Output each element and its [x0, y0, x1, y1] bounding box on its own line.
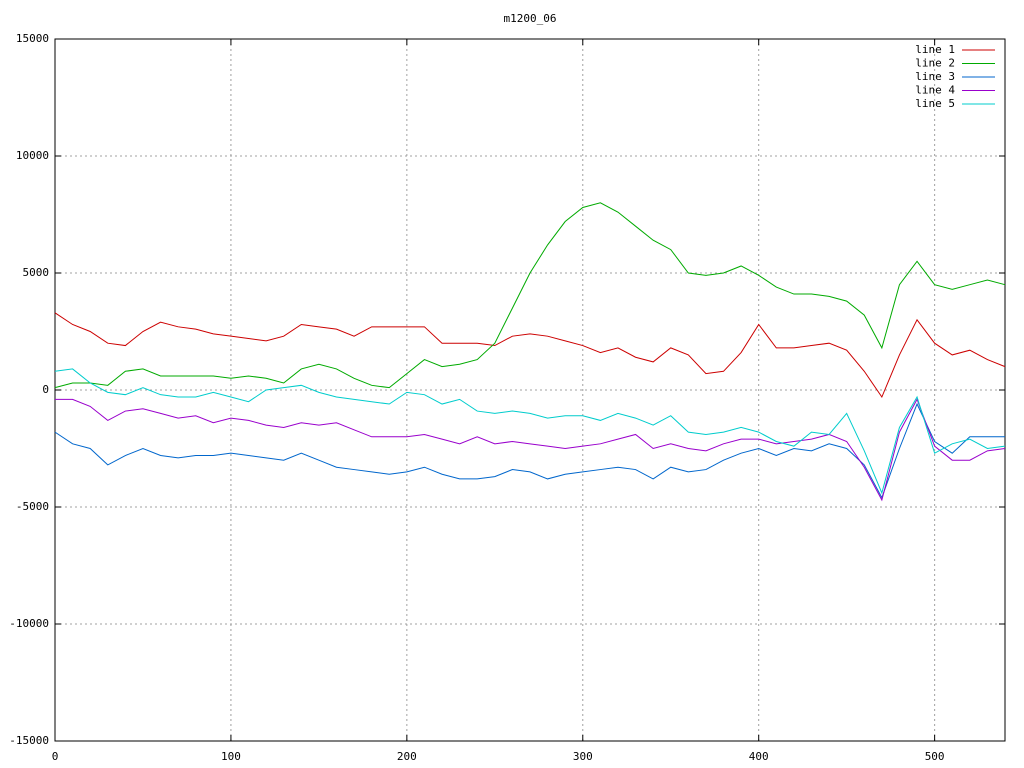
y-tick-label: 15000: [16, 32, 49, 45]
y-tick-label: -15000: [9, 734, 49, 747]
y-tick-label: 0: [42, 383, 49, 396]
x-tick-label: 200: [397, 750, 417, 763]
y-tick-label: 5000: [23, 266, 50, 279]
legend-label: line 5: [915, 97, 955, 110]
y-tick-label: 10000: [16, 149, 49, 162]
data-line: [54, 202, 1006, 389]
legend-label: line 4: [915, 84, 955, 97]
x-tick-label: 300: [573, 750, 593, 763]
x-tick-label: 100: [221, 750, 241, 763]
x-tick-label: 500: [925, 750, 945, 763]
x-tick-label: 0: [52, 750, 59, 763]
data-line: [54, 368, 1006, 495]
legend-label: line 3: [915, 70, 955, 83]
legend-label: line 1: [915, 43, 955, 56]
data-line: [54, 402, 1005, 499]
y-tick-label: -5000: [16, 500, 49, 513]
x-tick-label: 400: [749, 750, 769, 763]
legend-label: line 2: [915, 57, 955, 70]
plot-frame: [54, 38, 1006, 742]
y-tick-label: -10000: [9, 617, 49, 630]
chart-title: m1200_06: [504, 12, 557, 25]
data-line: [55, 398, 1006, 502]
data-line: [54, 312, 1006, 399]
